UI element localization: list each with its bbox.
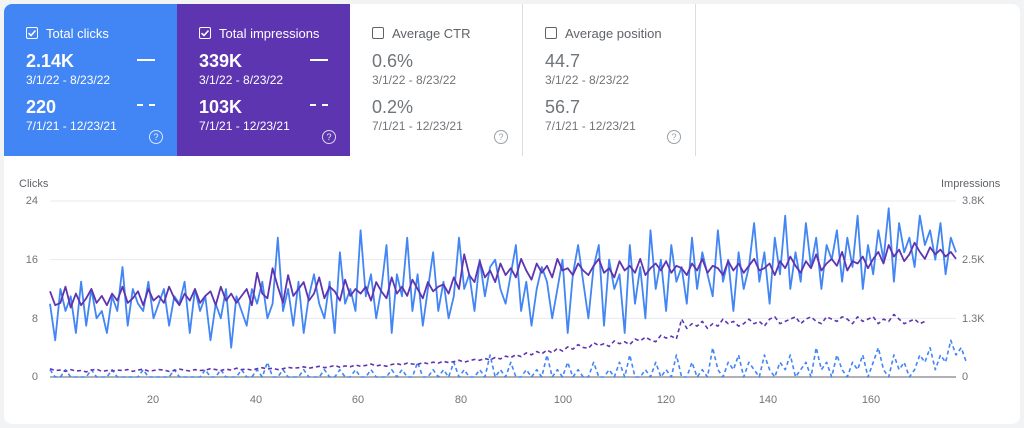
- help-icon[interactable]: ?: [322, 130, 336, 144]
- total-clicks-previous-value: 220: [26, 97, 57, 117]
- help-icon[interactable]: ?: [149, 130, 163, 144]
- x-tick: 100: [553, 394, 573, 406]
- average-ctr-label: Average CTR: [392, 25, 471, 41]
- metric-tiles: Total clicks 2.14K 3/1/22 - 8/23/22 220 …: [4, 4, 696, 156]
- average-ctr-previous-value: 0.2%: [372, 97, 414, 117]
- average-position-previous-range: 7/1/21 - 12/23/21: [545, 119, 636, 133]
- performance-card: Total clicks 2.14K 3/1/22 - 8/23/22 220 …: [4, 4, 1020, 424]
- series-line-total-impressions-previous[interactable]: [49, 313, 926, 373]
- total-clicks-label: Total clicks: [46, 25, 109, 41]
- total-impressions-label: Total impressions: [219, 25, 320, 41]
- average-position-current-range: 3/1/22 - 8/23/22: [545, 73, 630, 87]
- average-ctr-previous-range: 7/1/21 - 12/23/21: [372, 119, 463, 133]
- series-line-total-clicks-previous[interactable]: [49, 339, 968, 378]
- average-ctr-tile[interactable]: Average CTR 0.6% 3/1/22 - 8/23/22 0.2% 7…: [350, 4, 523, 156]
- y-right-tick: 3.8K: [962, 195, 985, 207]
- performance-chart[interactable]: [4, 4, 1020, 424]
- total-clicks-current-range: 3/1/22 - 8/23/22: [26, 73, 111, 87]
- x-tick: 60: [351, 394, 365, 406]
- previous-period-dashed-line-icon: [310, 104, 328, 106]
- average-position-label: Average position: [565, 25, 662, 41]
- average-position-checkbox[interactable]: [545, 27, 557, 39]
- total-clicks-checkbox[interactable]: [26, 27, 38, 39]
- average-position-current-value: 44.7: [545, 51, 581, 71]
- help-icon[interactable]: ?: [494, 130, 508, 144]
- y-left-axis-title: Clicks: [19, 178, 49, 190]
- total-impressions-tile[interactable]: Total impressions 339K 3/1/22 - 8/23/22 …: [177, 4, 350, 156]
- average-position-previous-value: 56.7: [545, 97, 581, 117]
- previous-period-dashed-line-icon: [137, 104, 155, 106]
- current-period-solid-line-icon: [310, 59, 328, 61]
- x-tick: 120: [656, 394, 676, 406]
- total-clicks-previous-range: 7/1/21 - 12/23/21: [26, 119, 117, 133]
- help-icon[interactable]: ?: [667, 130, 681, 144]
- total-impressions-checkbox[interactable]: [199, 27, 211, 39]
- x-tick: 40: [249, 394, 263, 406]
- x-tick: 160: [861, 394, 881, 406]
- total-clicks-tile[interactable]: Total clicks 2.14K 3/1/22 - 8/23/22 220 …: [4, 4, 177, 156]
- y-left-tick: 8: [31, 313, 38, 325]
- x-tick: 140: [758, 394, 778, 406]
- average-ctr-current-range: 3/1/22 - 8/23/22: [372, 73, 457, 87]
- y-left-tick: 0: [31, 371, 38, 383]
- total-clicks-current-value: 2.14K: [26, 51, 75, 71]
- total-impressions-current-range: 3/1/22 - 8/23/22: [199, 73, 284, 87]
- average-ctr-checkbox[interactable]: [372, 27, 384, 39]
- y-right-axis-title: Impressions: [941, 178, 1001, 190]
- total-impressions-previous-range: 7/1/21 - 12/23/21: [199, 119, 290, 133]
- series-line-total-clicks[interactable]: [49, 207, 957, 349]
- series-line-total-impressions[interactable]: [49, 241, 957, 309]
- y-left-tick: 24: [25, 195, 38, 207]
- average-position-tile[interactable]: Average position 44.7 3/1/22 - 8/23/22 5…: [523, 4, 696, 156]
- x-tick: 20: [146, 394, 160, 406]
- total-impressions-previous-value: 103K: [199, 97, 243, 117]
- y-right-tick: 2.5K: [962, 254, 985, 266]
- average-ctr-current-value: 0.6%: [372, 51, 414, 71]
- y-right-tick: 1.3K: [962, 313, 985, 325]
- x-tick: 80: [454, 394, 468, 406]
- y-right-tick: 0: [962, 371, 969, 383]
- total-impressions-current-value: 339K: [199, 51, 243, 71]
- y-left-tick: 16: [25, 254, 38, 266]
- current-period-solid-line-icon: [137, 59, 155, 61]
